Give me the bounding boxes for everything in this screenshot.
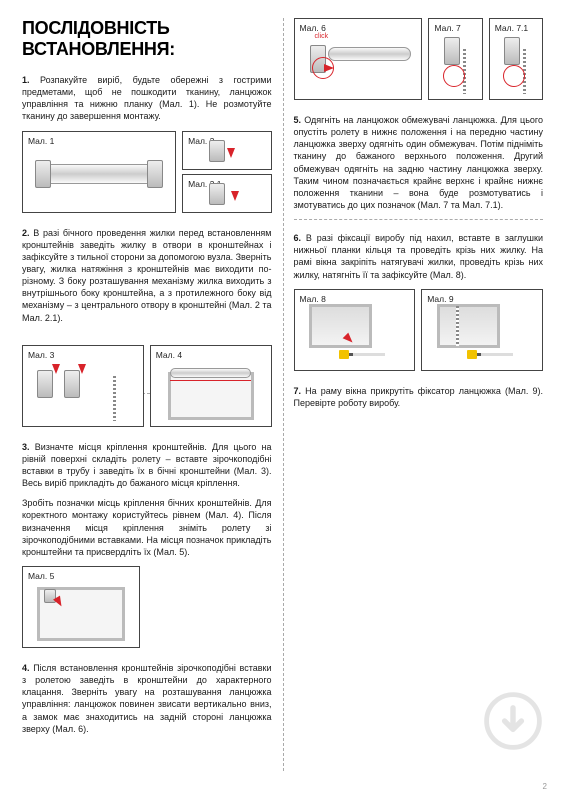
step-7-text: 7. На раму вікна прикрутіть фіксатор лан… bbox=[294, 385, 544, 409]
step-7-body: На раму вікна прикрутіть фіксатор ланцюж… bbox=[294, 386, 544, 408]
step-1-text: 1. Розпакуйте виріб, будьте обережні з г… bbox=[22, 74, 272, 123]
step-1-body: Розпакуйте виріб, будьте обережні з гост… bbox=[22, 75, 272, 121]
page-title: ПОСЛІДОВНІСТЬ ВСТАНОВЛЕННЯ: bbox=[22, 18, 272, 60]
figure-9: Мал. 9 bbox=[421, 289, 543, 371]
figure-6: Мал. 6 click bbox=[294, 18, 423, 100]
step-4-text: 4. Після встановлення кронштейнів зірочк… bbox=[22, 662, 272, 735]
step-2-text: 2. В разі бічного проведення жилки перед… bbox=[22, 227, 272, 324]
step-4-body: Після встановлення кронштейнів зірочкопо… bbox=[22, 663, 272, 734]
step-5-body: Одягніть на ланцюжок обмежувачі ланцюжка… bbox=[294, 115, 544, 210]
figure-2: Мал. 2 bbox=[182, 131, 271, 170]
step-5-text: 5. Одягніть на ланцюжок обмежувачі ланцю… bbox=[294, 114, 544, 211]
figure-7: Мал. 7 bbox=[428, 18, 482, 100]
figure-8: Мал. 8 bbox=[294, 289, 416, 371]
step-6-body: В разі фіксації виробу під нахил, вставт… bbox=[294, 233, 544, 279]
fig-row-1: Мал. 1 Мал. 2 Мал. 2.1 bbox=[22, 131, 272, 213]
figure-3: Мал. 3 bbox=[22, 345, 144, 427]
step-3b-text: Зробіть позначки місць кріплення бічних … bbox=[22, 497, 272, 558]
fig-row-2: Мал. 3 Мал. 4 bbox=[22, 345, 272, 427]
step-3a-body: Визначте місця кріплення кронштейнів. Дл… bbox=[22, 442, 272, 488]
step-6-text: 6. В разі фіксації виробу під нахил, вст… bbox=[294, 232, 544, 281]
step-3a-text: 3. Визначте місця кріплення кронштейнів.… bbox=[22, 441, 272, 490]
figure-5: Мал. 5 bbox=[22, 566, 140, 648]
page-number: 2 bbox=[543, 782, 547, 791]
instruction-page: ПОСЛІДОВНІСТЬ ВСТАНОВЛЕННЯ: 1. Розпакуйт… bbox=[0, 0, 565, 799]
figure-4: Мал. 4 bbox=[150, 345, 272, 427]
step-2-body: В разі бічного проведення жилки перед вс… bbox=[22, 228, 272, 323]
fig-row-3: Мал. 5 bbox=[22, 566, 272, 648]
figure-7-1: Мал. 7.1 bbox=[489, 18, 543, 100]
fig-row-5: Мал. 8 Мал. 9 bbox=[294, 289, 544, 371]
fig-row-4: Мал. 6 click Мал. 7 Мал. 7.1 bbox=[294, 18, 544, 100]
figure-2-1: Мал. 2.1 bbox=[182, 174, 271, 213]
right-section-divider bbox=[294, 219, 544, 220]
figure-1: Мал. 1 bbox=[22, 131, 176, 213]
